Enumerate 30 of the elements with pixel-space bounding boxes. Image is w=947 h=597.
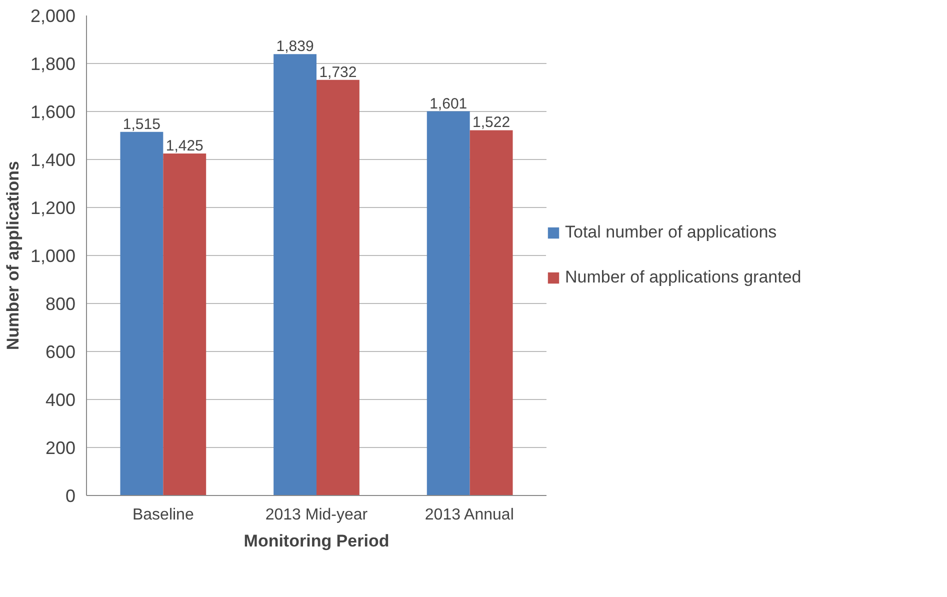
bar	[316, 80, 360, 496]
y-tick-label: 0	[65, 486, 76, 506]
legend-label: Total number of applications	[565, 222, 777, 242]
x-axis-title: Monitoring Period	[244, 532, 390, 550]
bar	[470, 130, 513, 496]
data-label: 1,601	[430, 95, 468, 112]
x-tick-label: 2013 Mid-year	[265, 506, 368, 524]
bar	[274, 54, 316, 496]
bar	[163, 154, 206, 496]
data-label: 1,522	[472, 114, 510, 132]
y-tick-label: 1,000	[30, 246, 76, 266]
y-tick-label: 600	[45, 342, 76, 362]
y-tick-label: 1,200	[30, 198, 76, 218]
data-label: 1,732	[319, 64, 357, 81]
legend-label: Number of applications granted	[565, 268, 802, 288]
y-tick-label: 200	[45, 438, 76, 458]
data-label: 1,515	[122, 116, 160, 133]
y-axis-title: Number of applications	[3, 161, 22, 350]
bar	[120, 132, 164, 496]
y-tick-label: 800	[45, 294, 76, 314]
bar	[426, 111, 470, 496]
y-tick-label: 1,600	[30, 102, 76, 122]
x-tick-label: 2013 Annual	[424, 506, 514, 524]
y-tick-label: 400	[45, 390, 76, 410]
y-tick-label: 1,400	[30, 150, 76, 170]
y-tick-label: 1,800	[30, 54, 76, 74]
data-label: 1,839	[276, 38, 314, 56]
x-tick-label: Baseline	[132, 506, 194, 524]
data-label: 1,425	[166, 138, 204, 154]
y-tick-label: 2,000	[30, 6, 76, 26]
